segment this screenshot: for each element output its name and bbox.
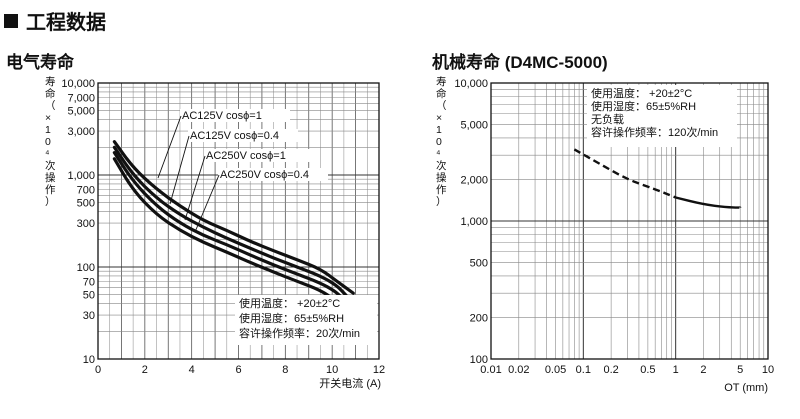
series-label: AC250V cosϕ=1 <box>206 150 286 162</box>
x-axis-label: OT (mm) <box>724 382 768 394</box>
y-tick-label: 10,000 <box>61 78 95 90</box>
series-line <box>112 145 348 298</box>
x-tick-label: 0 <box>95 364 101 376</box>
x-tick-label: 5 <box>737 364 743 376</box>
y-tick-label: 70 <box>83 276 95 288</box>
annotation-line: 使用湿度：65±5%RH <box>239 311 344 325</box>
annotation-line: 无负载 <box>591 112 624 126</box>
leader-line <box>194 174 220 233</box>
annotation-line: 使用温度： +20±2°C <box>591 86 692 100</box>
annotation-line: 使用湿度：65±5%RH <box>591 99 696 113</box>
annotation-line: 容许操作频率：20次/min <box>239 326 360 340</box>
series-line-solid <box>675 196 741 209</box>
x-tick-label: 0.2 <box>603 364 618 376</box>
y-tick-label: 300 <box>77 218 95 230</box>
series-label: AC125V cosϕ=1 <box>182 110 262 122</box>
section-title-text: 工程数据 <box>26 12 106 34</box>
x-tick-label: 8 <box>282 364 288 376</box>
chart-title-electrical: 电气寿命 <box>6 53 74 72</box>
square-bullet-icon <box>4 13 18 28</box>
y-tick-label: 1,000 <box>460 216 488 228</box>
x-axis-label: 开关电流 (A) <box>319 376 381 390</box>
y-tick-label: 7,000 <box>67 92 95 104</box>
y-tick-label: 1,000 <box>67 170 95 182</box>
y-tick-label: 3,000 <box>67 126 95 138</box>
x-tick-label: 4 <box>189 364 195 376</box>
y-tick-label: 10,000 <box>454 78 488 90</box>
chart-title-mechanical: 机械寿命 (D4MC-5000) <box>432 53 608 72</box>
x-tick-label: 0.1 <box>576 364 591 376</box>
series-group <box>112 140 355 302</box>
series-line <box>112 140 355 295</box>
label-bg <box>188 129 298 142</box>
x-tick-label: 1 <box>673 364 679 376</box>
label-bg <box>204 149 314 162</box>
y-axis-label: 寿命（× 1 0 ⁴ 次操作） <box>45 75 56 208</box>
y-tick-label: 100 <box>77 262 95 274</box>
annotation-line: 容许操作频率：120次/min <box>591 125 718 139</box>
y-tick-label: 5,000 <box>460 120 488 132</box>
annotation-line: 使用温度： +20±2°C <box>239 296 340 310</box>
y-tick-label: 500 <box>77 198 95 210</box>
leader-line <box>184 155 206 221</box>
x-tick-label: 6 <box>235 364 241 376</box>
leader-line <box>169 135 190 205</box>
x-tick-label: 0.05 <box>545 364 566 376</box>
x-tick-label: 2 <box>142 364 148 376</box>
x-tick-label: 10 <box>762 364 774 376</box>
y-tick-label: 700 <box>77 184 95 196</box>
electrical-life-chart: 0 2 4 6 8 10 12 10 30 50 70 100 300 500 700 1,000 3,000 5… <box>45 75 385 390</box>
plot-frame <box>490 82 769 360</box>
y-tick-label: 2,000 <box>460 174 488 186</box>
label-bg <box>218 168 328 181</box>
series-line <box>112 151 344 299</box>
leader-line <box>157 115 182 179</box>
y-tick-label: 30 <box>83 310 95 322</box>
label-bg <box>180 109 290 122</box>
series-label: AC125V cosϕ=0.4 <box>190 130 279 142</box>
x-tick-label: 0.02 <box>508 364 529 376</box>
y-tick-label: 500 <box>470 258 488 270</box>
y-axis-label: 寿命（× 1 0 ⁴ 次操作） <box>436 75 447 208</box>
y-tick-label: 50 <box>83 290 95 302</box>
y-tick-label: 100 <box>470 354 488 366</box>
x-tick-label: 0.5 <box>640 364 655 376</box>
series-line-dashed <box>573 148 677 199</box>
mechanical-life-chart: 0.01 0.02 0.05 0.1 0.2 0.5 1 2 5 10 100 200 500 1,000… <box>436 75 774 394</box>
x-tick-label: 2 <box>700 364 706 376</box>
y-tick-label: 10 <box>83 354 95 366</box>
y-tick-label: 200 <box>470 312 488 324</box>
annotation-box <box>235 295 377 345</box>
plot-frame <box>97 82 380 360</box>
annotation-box <box>587 85 737 147</box>
x-tick-label: 12 <box>373 364 385 376</box>
series-line <box>112 157 337 302</box>
section-title: 工程数据 <box>4 6 106 35</box>
series-label: AC250V cosϕ=0.4 <box>220 169 309 181</box>
y-tick-label: 5,000 <box>67 106 95 118</box>
x-tick-label: 0.01 <box>480 364 501 376</box>
x-tick-label: 10 <box>326 364 338 376</box>
